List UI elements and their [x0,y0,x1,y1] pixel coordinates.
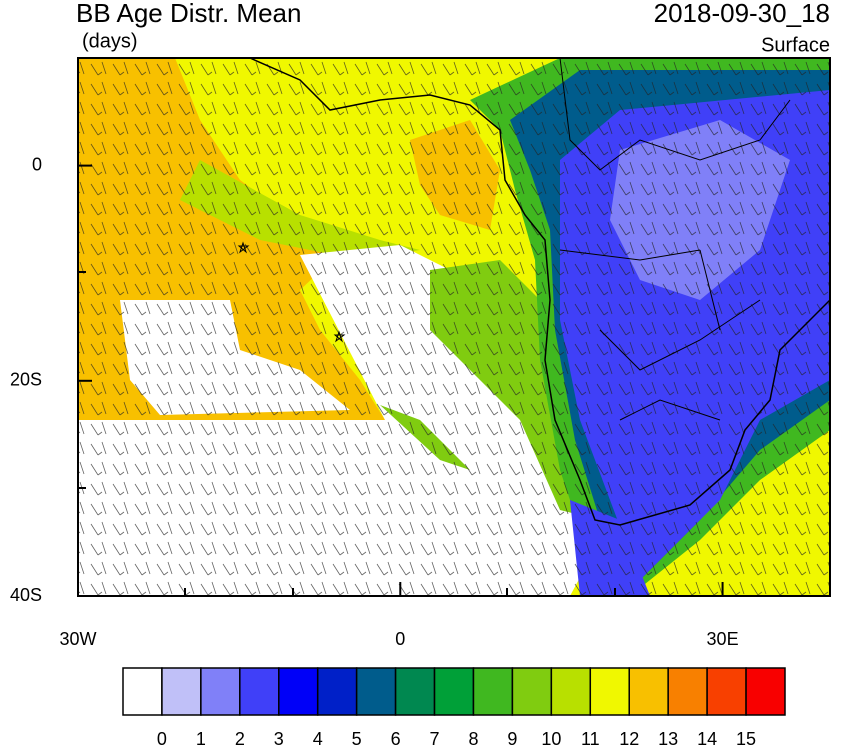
colorbar-label: 0 [157,729,167,749]
colorbar-label: 13 [658,729,678,749]
colorbar-box [706,667,747,716]
colorbar-box [511,667,553,716]
colorbar-label: 4 [313,729,323,749]
colorbar-box [472,667,514,716]
date: 2018-09-30_18 [654,0,830,28]
x-tick-label: 30W [59,629,96,649]
colorbar-box [122,667,163,716]
colorbar-box [394,667,436,716]
colorbar-label: 3 [274,729,284,749]
x-tick-label: 0 [395,629,405,649]
colorbar-box [239,667,280,716]
coastline [249,58,830,526]
colorbar-label: 9 [507,729,517,749]
map-field [78,58,830,596]
colorbar-label: 12 [619,729,639,749]
colorbar-box [550,667,592,716]
units: (days) [82,30,138,52]
y-tick-label: 40S [10,585,42,605]
colorbar-box [589,667,630,716]
y-tick-label: 0 [32,154,42,174]
colorbar-box [433,667,475,716]
colorbar-box [745,667,786,716]
star-marker [237,241,250,254]
colorbar-label: 5 [352,729,362,749]
colorbar-box [278,667,319,716]
colorbar-label: 8 [468,729,478,749]
colorbar-label: 14 [697,729,717,749]
level: Surface [761,34,830,56]
colorbar-label: 6 [391,729,401,749]
colorbar-box [200,667,241,716]
colorbar-label: 7 [430,729,440,749]
colorbar-box [161,667,202,716]
title: BB Age Distr. Mean [76,0,301,28]
plot-frame [77,57,831,597]
colorbar-box [667,667,708,716]
colorbar-label: 1 [196,729,206,749]
colorbar-box [316,667,358,716]
wind-barbs [78,58,830,596]
y-tick-label: 20S [10,370,42,390]
minor-ticks [78,57,831,596]
colorbar-label: 11 [581,729,600,749]
colorbar-label: 2 [235,729,245,749]
colorbar-label: 10 [541,729,561,749]
x-tick-label: 30E [707,629,739,649]
borders [559,58,791,421]
colorbar-box [355,667,397,716]
star-marker [333,330,346,343]
colorbar-box [628,667,669,716]
colorbar-label: 15 [736,729,756,749]
